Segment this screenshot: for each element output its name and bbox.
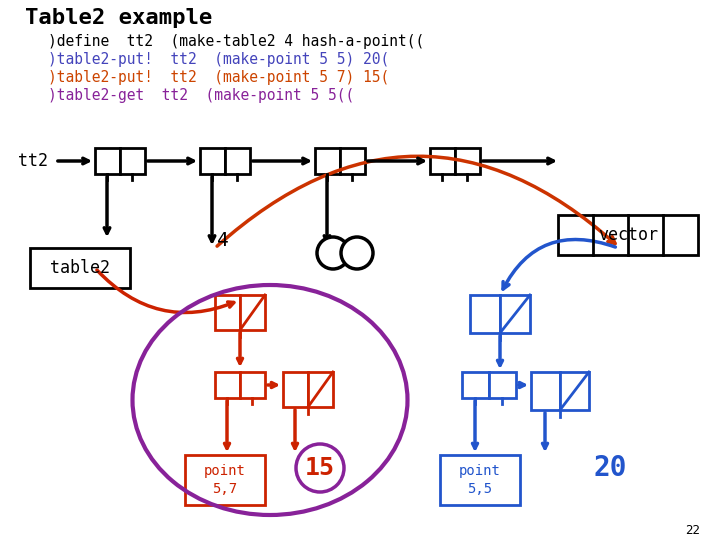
Bar <box>470 295 500 333</box>
Bar <box>200 148 225 174</box>
Bar <box>95 148 120 174</box>
Bar <box>283 372 308 407</box>
Bar <box>462 372 489 398</box>
Bar <box>558 215 698 255</box>
Bar <box>120 148 145 174</box>
Circle shape <box>317 237 349 269</box>
Bar <box>340 148 365 174</box>
Bar <box>560 372 589 410</box>
Text: vector: vector <box>598 226 658 244</box>
Bar <box>440 455 520 505</box>
Bar <box>30 248 130 288</box>
Bar <box>240 295 265 330</box>
FancyArrowPatch shape <box>97 270 234 313</box>
FancyArrowPatch shape <box>503 239 616 289</box>
Bar <box>315 148 340 174</box>
Text: )table2-put!  tt2  (make-point 5 5) 20(: )table2-put! tt2 (make-point 5 5) 20( <box>48 52 390 67</box>
Text: tt2: tt2 <box>18 152 48 170</box>
Bar <box>225 148 250 174</box>
Bar <box>531 372 560 410</box>
Text: 4: 4 <box>217 231 229 249</box>
Bar <box>489 372 516 398</box>
Text: )table2-get  tt2  (make-point 5 5((: )table2-get tt2 (make-point 5 5(( <box>48 88 354 103</box>
Text: 22: 22 <box>685 523 700 537</box>
Bar <box>215 295 240 330</box>
Text: point
5,7: point 5,7 <box>204 464 246 496</box>
Bar <box>455 148 480 174</box>
Text: Table2 example: Table2 example <box>25 8 212 28</box>
Bar <box>215 372 240 398</box>
Bar <box>500 295 530 333</box>
Bar <box>430 148 455 174</box>
Bar <box>308 372 333 407</box>
FancyArrowPatch shape <box>217 156 615 246</box>
Text: )table2-put!  tt2  (make-point 5 7) 15(: )table2-put! tt2 (make-point 5 7) 15( <box>48 70 390 85</box>
Bar <box>240 372 265 398</box>
Text: 15: 15 <box>305 456 335 480</box>
Circle shape <box>341 237 373 269</box>
Bar <box>185 455 265 505</box>
Text: 20: 20 <box>593 454 626 482</box>
Circle shape <box>296 444 344 492</box>
Text: )define  tt2  (make-table2 4 hash-a-point((: )define tt2 (make-table2 4 hash-a-point(… <box>48 34 424 49</box>
Text: point
5,5: point 5,5 <box>459 464 501 496</box>
Text: table2: table2 <box>50 259 110 277</box>
